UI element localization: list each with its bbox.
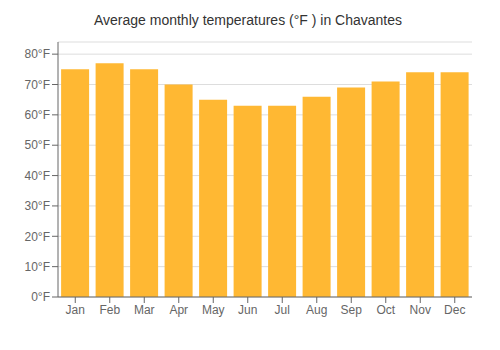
- svg-text:40°F: 40°F: [25, 169, 50, 183]
- svg-text:Feb: Feb: [99, 303, 120, 317]
- svg-text:Dec: Dec: [444, 303, 465, 317]
- svg-text:70°F: 70°F: [25, 78, 50, 92]
- svg-text:Jan: Jan: [66, 303, 85, 317]
- svg-text:30°F: 30°F: [25, 199, 50, 213]
- svg-text:10°F: 10°F: [25, 260, 50, 274]
- svg-text:0°F: 0°F: [31, 290, 50, 304]
- svg-text:80°F: 80°F: [25, 47, 50, 61]
- html-text:Average monthly temperatures (: Average monthly temperatures (°F ) in Ch…: [94, 12, 402, 28]
- svg-text:Oct: Oct: [376, 303, 395, 317]
- svg-text:Jun: Jun: [238, 303, 257, 317]
- svg-text:May: May: [202, 303, 225, 317]
- svg-text:50°F: 50°F: [25, 138, 50, 152]
- svg-text:20°F: 20°F: [25, 230, 50, 244]
- svg-text:Jul: Jul: [275, 303, 290, 317]
- svg-text:Apr: Apr: [169, 303, 188, 317]
- svg-text:Sep: Sep: [341, 303, 363, 317]
- svg-text:Nov: Nov: [410, 303, 431, 317]
- svg-text:Mar: Mar: [134, 303, 155, 317]
- svg-text:Aug: Aug: [306, 303, 327, 317]
- svg-text:60°F: 60°F: [25, 108, 50, 122]
